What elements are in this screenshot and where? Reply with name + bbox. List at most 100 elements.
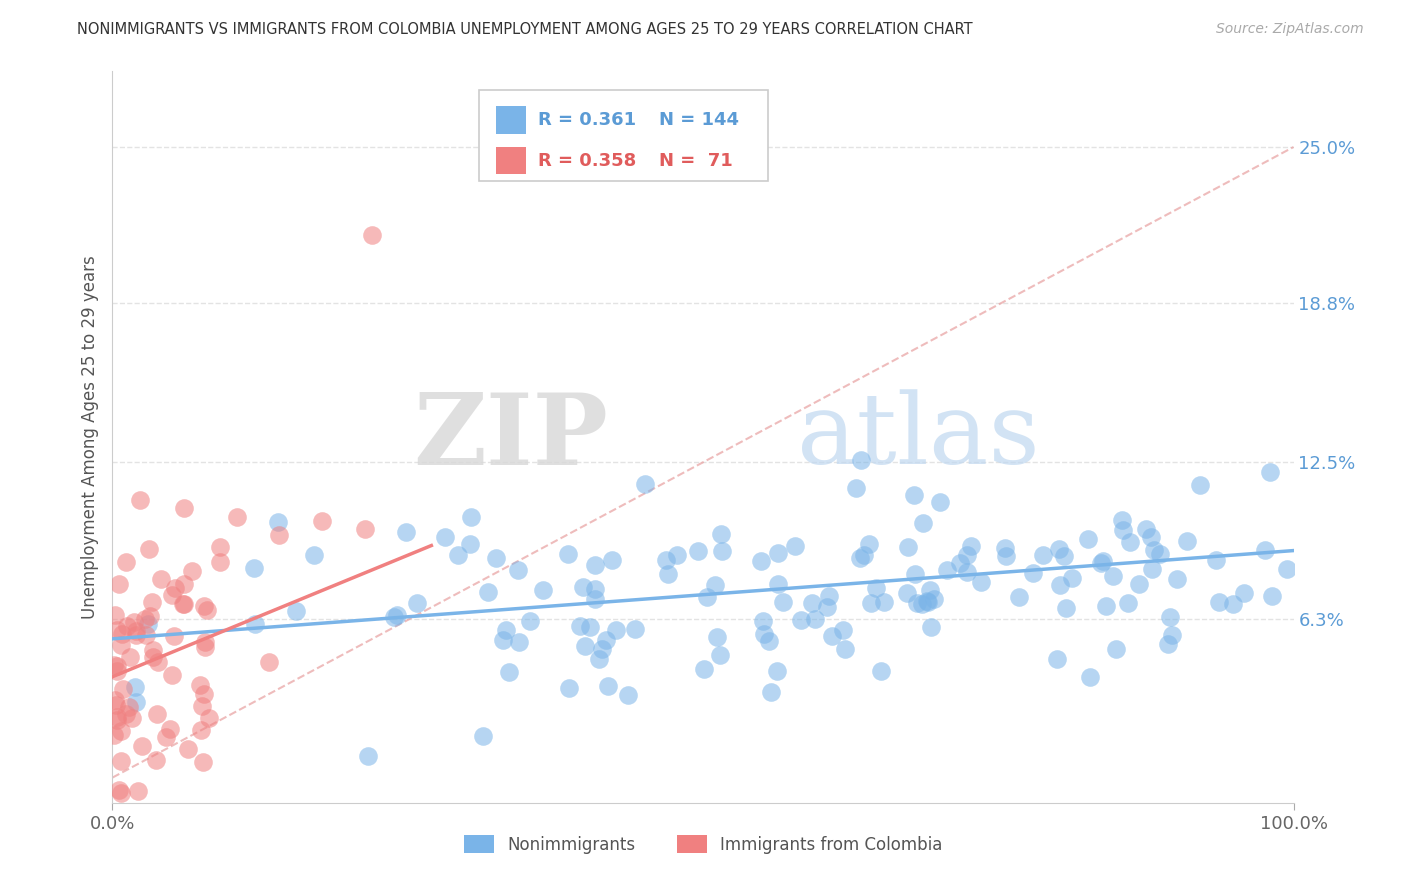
Point (849, 452, 872, 467)
Point (508, 635, 530, 649)
Point (269, 528, 291, 542)
Point (873, 595, 896, 609)
Point (1157, 637, 1180, 651)
Point (124, 680, 146, 694)
Point (131, 739, 153, 754)
Point (766, 665, 789, 679)
Point (956, 548, 979, 562)
Point (1233, 586, 1256, 600)
Point (121, 711, 143, 725)
Point (995, 549, 1018, 563)
Point (1102, 569, 1125, 583)
Point (905, 596, 928, 610)
Point (103, 657, 125, 672)
Point (1159, 609, 1181, 624)
Point (1116, 596, 1139, 610)
Point (569, 619, 592, 633)
Point (949, 556, 972, 570)
Point (752, 614, 775, 628)
Point (766, 545, 789, 559)
Point (519, 614, 541, 628)
Point (105, 714, 128, 728)
Point (471, 729, 494, 743)
Point (145, 753, 167, 767)
Point (405, 596, 427, 610)
Point (498, 665, 520, 679)
Point (110, 638, 132, 652)
Point (920, 620, 942, 634)
Point (357, 748, 380, 763)
Point (142, 649, 165, 664)
Point (903, 488, 925, 502)
Point (1260, 465, 1282, 479)
Point (994, 541, 1017, 555)
Point (1205, 553, 1227, 567)
Point (243, 560, 266, 574)
Point (624, 622, 647, 636)
Point (849, 550, 872, 565)
Point (759, 685, 782, 699)
Point (1112, 524, 1135, 538)
Point (385, 608, 408, 623)
Point (284, 604, 307, 618)
Point (146, 707, 169, 722)
Point (125, 624, 148, 638)
Point (139, 609, 162, 624)
Point (125, 695, 148, 709)
Point (749, 554, 772, 568)
Point (1189, 478, 1212, 492)
Point (711, 544, 734, 558)
Point (110, 786, 132, 800)
Point (956, 565, 979, 579)
Text: N =  71: N = 71 (659, 152, 733, 169)
Text: Source: ZipAtlas.com: Source: ZipAtlas.com (1216, 22, 1364, 37)
Point (815, 599, 838, 614)
Point (1008, 590, 1031, 604)
Point (105, 664, 128, 678)
Point (1053, 549, 1076, 563)
Point (1077, 532, 1099, 546)
Point (195, 603, 218, 617)
Point (1149, 547, 1171, 561)
Point (155, 730, 177, 744)
Point (495, 624, 517, 638)
Point (1054, 600, 1077, 615)
Point (135, 628, 157, 642)
Point (208, 555, 231, 569)
Point (129, 493, 152, 508)
Point (758, 633, 780, 648)
Point (173, 577, 195, 591)
Point (1032, 548, 1054, 562)
Point (1046, 652, 1069, 666)
Point (163, 582, 186, 596)
Point (531, 582, 554, 597)
Text: ZIP: ZIP (413, 389, 609, 485)
Point (108, 576, 131, 591)
Point (1175, 534, 1198, 549)
Point (1222, 598, 1244, 612)
Point (754, 626, 776, 640)
Point (588, 652, 610, 666)
Point (571, 580, 593, 594)
Point (1119, 535, 1142, 549)
Point (177, 742, 200, 756)
Point (1140, 562, 1163, 576)
Point (150, 572, 173, 586)
Point (163, 629, 186, 643)
Point (118, 700, 141, 714)
Point (1140, 530, 1163, 544)
Point (768, 576, 790, 591)
Point (596, 679, 619, 693)
Point (115, 707, 138, 722)
Point (1090, 556, 1112, 570)
Point (460, 510, 482, 524)
Point (361, 228, 384, 243)
Point (485, 550, 508, 565)
Point (912, 516, 935, 530)
Point (111, 681, 134, 696)
Point (706, 630, 728, 644)
Point (820, 629, 842, 643)
Point (1062, 571, 1084, 585)
Point (136, 616, 159, 631)
Point (654, 552, 676, 566)
